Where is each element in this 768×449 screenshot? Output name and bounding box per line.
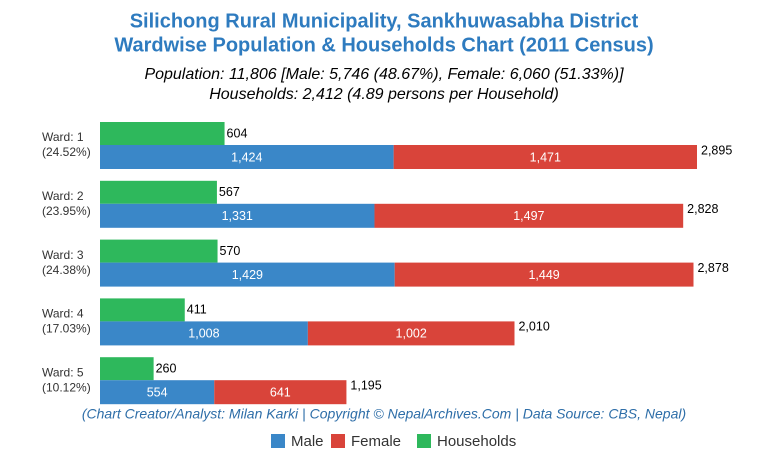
male-bar [100,145,394,169]
chart-title: Wardwise Population & Households Chart (… [114,34,653,56]
category-share: (17.03%) [42,322,91,336]
male-label: 554 [147,385,168,399]
category-label: Ward: 2 [42,189,84,203]
total-label: 1,195 [350,378,381,392]
male-bar [100,380,215,405]
category-share: (23.95%) [42,204,91,218]
male-label: 1,429 [232,268,263,282]
chart-subtitle: Population: 11,806 [Male: 5,746 (48.67%)… [144,66,624,83]
male-bar [100,262,395,287]
category-label: Ward: 3 [42,248,84,262]
category-share: (24.52%) [42,145,91,159]
category-share: (24.38%) [42,263,91,277]
category-label: Ward: 1 [42,130,84,144]
category-share: (10.12%) [42,380,91,394]
category-label: Ward: 4 [42,307,84,321]
household-bar [100,357,154,381]
legend-swatch [417,434,431,448]
female-bar [307,321,515,346]
male-bar [100,321,308,346]
chart-subtitle: Households: 2,412 (4.89 persons per Hous… [209,86,559,103]
legend-label: Male [291,433,324,449]
female-bar [394,262,694,287]
household-bar [100,122,225,145]
female-bar [393,145,697,169]
household-label: 260 [156,361,177,375]
female-label: 1,471 [530,150,561,164]
legend-label: Households [437,433,516,449]
household-label: 567 [219,185,240,199]
legend-label: Female [351,433,401,449]
household-label: 604 [227,126,248,140]
legend-swatch [331,434,345,448]
household-bar [100,180,217,204]
male-bar [100,203,375,228]
source-note: (Chart Creator/Analyst: Milan Karki | Co… [82,406,686,422]
legend-swatch [271,434,285,448]
female-label: 1,449 [528,268,559,282]
male-label: 1,331 [222,209,253,223]
household-bar [100,239,218,263]
female-label: 1,497 [513,209,544,223]
total-label: 2,828 [687,202,718,216]
male-label: 1,424 [231,150,262,164]
category-label: Ward: 5 [42,365,84,379]
female-label: 641 [270,385,291,399]
total-label: 2,895 [701,143,732,157]
male-label: 1,008 [188,327,219,341]
total-label: 2,878 [697,261,728,275]
female-bar [214,380,347,405]
household-bar [100,298,185,322]
household-label: 411 [187,303,207,317]
household-label: 570 [220,244,241,258]
female-label: 1,002 [396,327,427,341]
female-bar [374,203,684,228]
total-label: 2,010 [518,320,549,334]
chart-title: Silichong Rural Municipality, Sankhuwasa… [130,10,639,32]
